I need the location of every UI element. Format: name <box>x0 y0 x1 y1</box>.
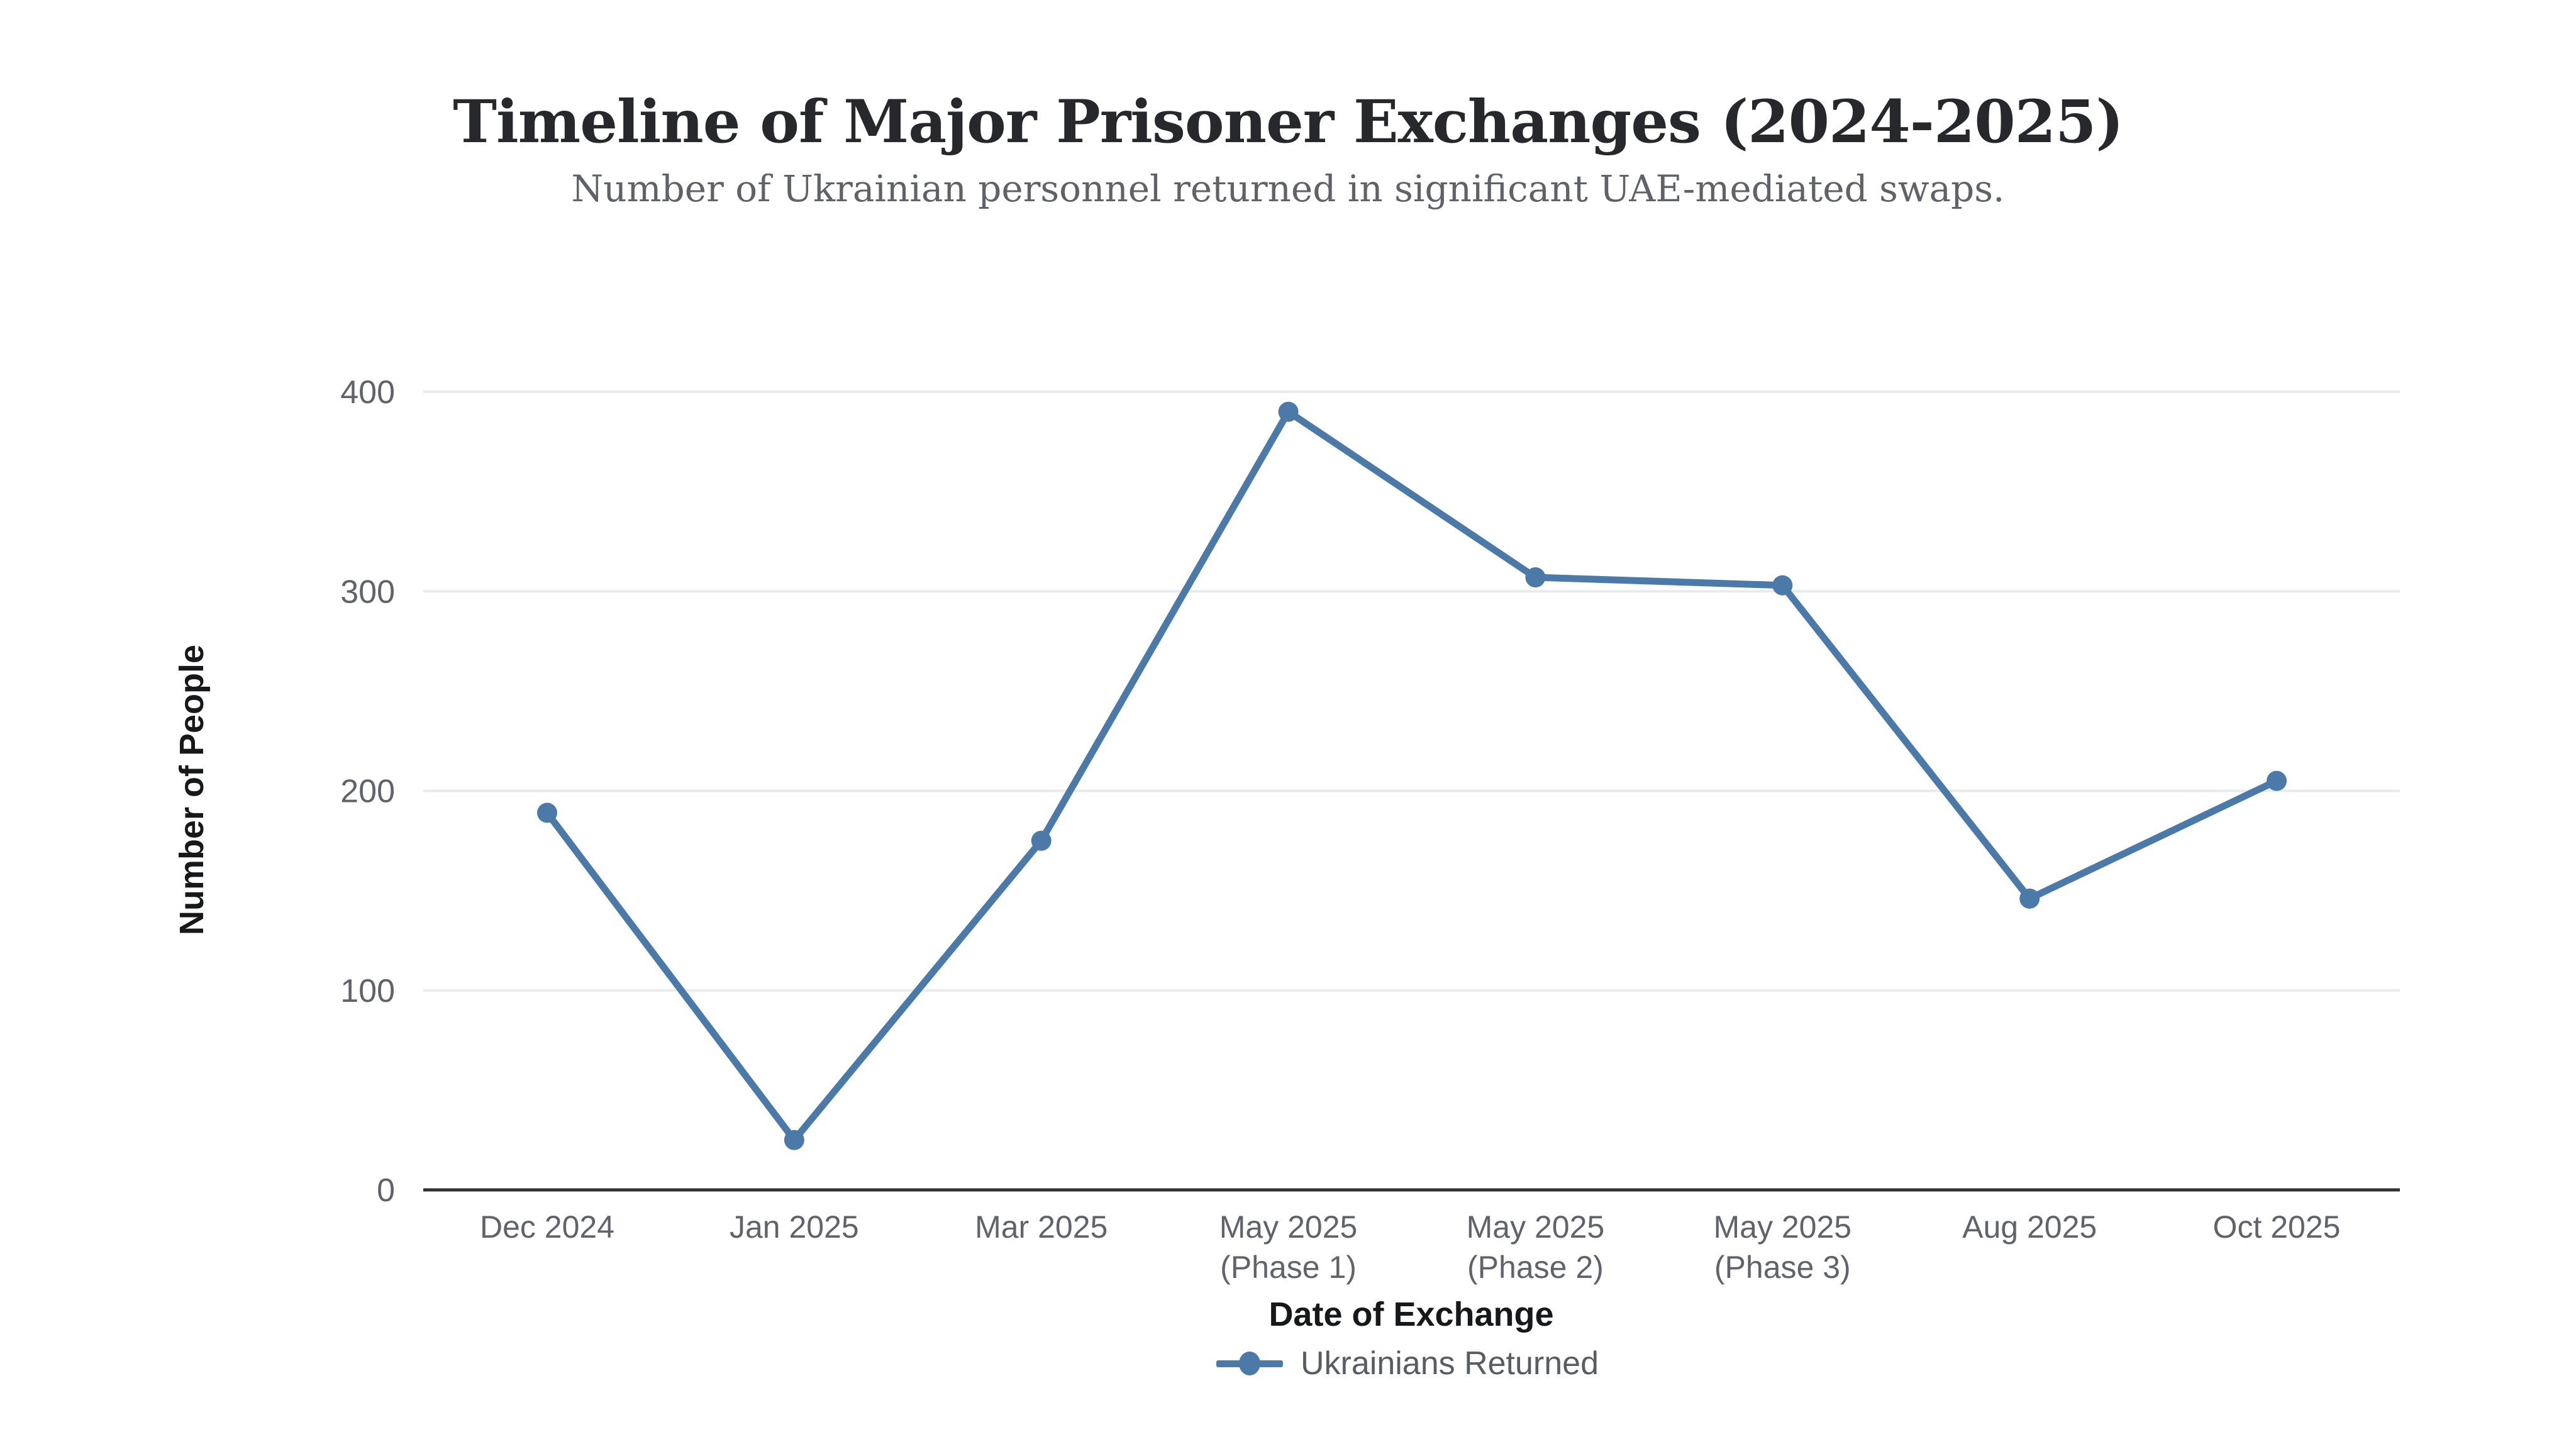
x-tick-label: Mar 2025 <box>975 1209 1108 1245</box>
legend: Ukrainians Returned <box>1216 1345 1599 1382</box>
x-tick-label: May 2025 <box>1467 1209 1605 1245</box>
data-point-marker <box>1525 567 1546 588</box>
y-tick-label: 300 <box>340 574 395 610</box>
data-point-marker <box>1772 575 1793 596</box>
legend-line-marker-icon <box>1216 1352 1283 1375</box>
chart-subtitle: Number of Ukrainian personnel returned i… <box>571 167 2005 210</box>
data-point-marker <box>1031 830 1052 851</box>
x-tick-label: (Phase 3) <box>1714 1250 1851 1285</box>
data-point-marker <box>537 802 557 823</box>
legend-dot-icon <box>1238 1352 1260 1375</box>
data-point-marker <box>784 1130 804 1150</box>
x-tick-label: Dec 2024 <box>480 1209 614 1245</box>
x-tick-label: Oct 2025 <box>2213 1209 2341 1245</box>
y-tick-label: 100 <box>340 973 395 1009</box>
x-tick-label: May 2025 <box>1219 1209 1358 1245</box>
data-point-marker <box>1278 401 1299 422</box>
y-tick-label: 400 <box>340 374 395 411</box>
y-tick-label: 200 <box>340 774 395 810</box>
data-point-marker <box>2267 770 2287 791</box>
legend-series-label: Ukrainians Returned <box>1300 1345 1599 1382</box>
y-axis-title: Number of People <box>173 644 211 936</box>
x-tick-label: Aug 2025 <box>1962 1209 2097 1245</box>
x-tick-label: (Phase 1) <box>1220 1250 1357 1285</box>
y-tick-label: 0 <box>377 1172 395 1209</box>
data-point-marker <box>2019 888 2040 909</box>
x-tick-label: May 2025 <box>1713 1209 1852 1245</box>
chart-title: Timeline of Major Prisoner Exchanges (20… <box>453 87 2124 157</box>
x-tick-label: Jan 2025 <box>730 1209 859 1245</box>
series-line <box>543 408 2280 1144</box>
x-tick-label: (Phase 2) <box>1467 1250 1604 1285</box>
x-axis-title: Date of Exchange <box>1269 1296 1554 1333</box>
